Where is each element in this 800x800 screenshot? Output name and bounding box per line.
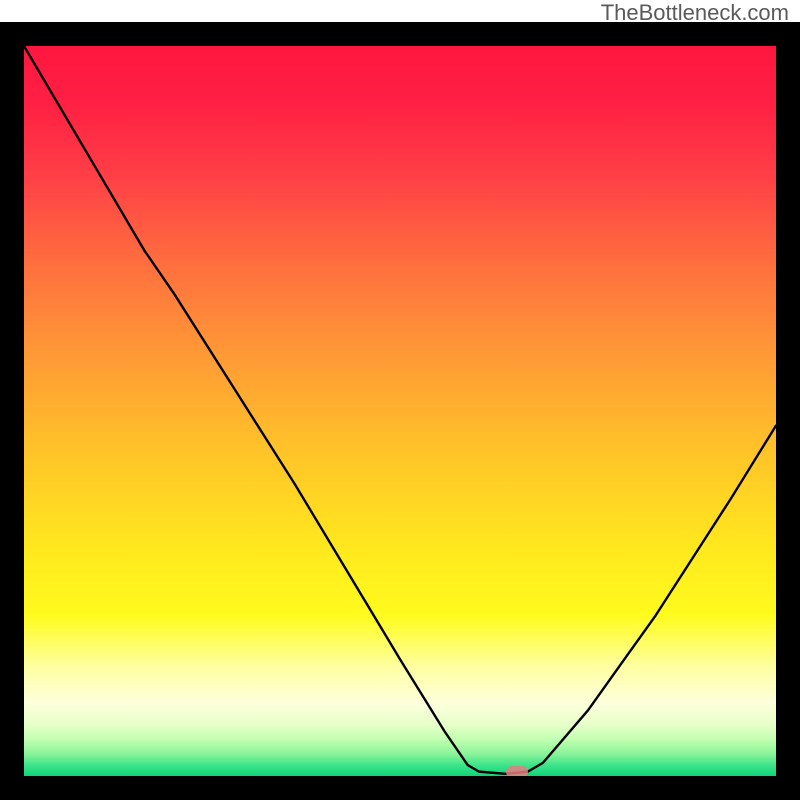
- plot-area: [24, 46, 776, 776]
- watermark-text: TheBottleneck.com: [601, 0, 789, 26]
- bottleneck-marker: [506, 766, 528, 776]
- chart-frame: [0, 22, 800, 800]
- chart-container: TheBottleneck.com: [0, 0, 800, 800]
- gradient-background: [24, 46, 776, 776]
